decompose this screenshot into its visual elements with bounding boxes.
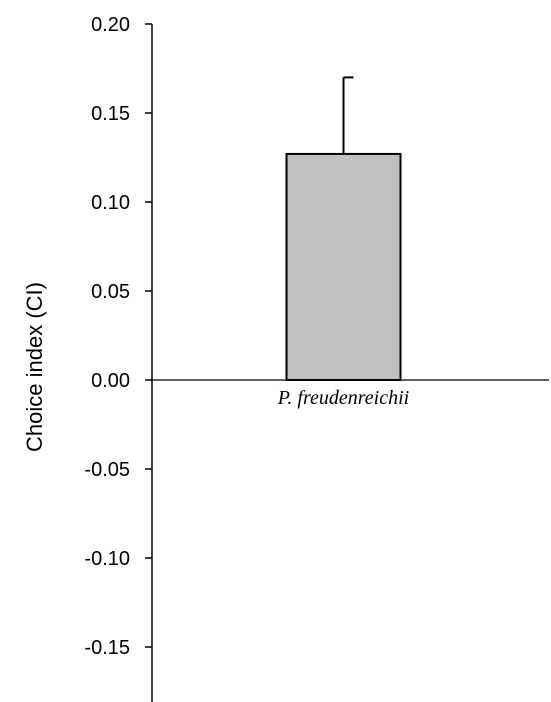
y-tick-label: 0.05 (91, 281, 130, 303)
category-label: P. freudenreichii (277, 387, 409, 409)
y-tick-label: 0.10 (91, 192, 130, 214)
bar (285, 152, 402, 381)
category-labels: P. freudenreichii (277, 387, 409, 409)
y-tick-label: -0.15 (84, 637, 130, 659)
y-tick-label: 0.15 (91, 103, 130, 125)
y-tick-label: -0.10 (84, 548, 130, 570)
y-axis-title: Choice index (CI) (22, 282, 47, 452)
y-tick-label: 0.20 (91, 14, 130, 36)
y-tick-label: 0.00 (91, 370, 130, 392)
y-ticks: 0.20 0.15 0.10 0.05 0.00 -0.05 -0.10 -0.15 (84, 14, 152, 659)
bars (285, 76, 402, 381)
y-tick-label: -0.05 (84, 459, 130, 481)
